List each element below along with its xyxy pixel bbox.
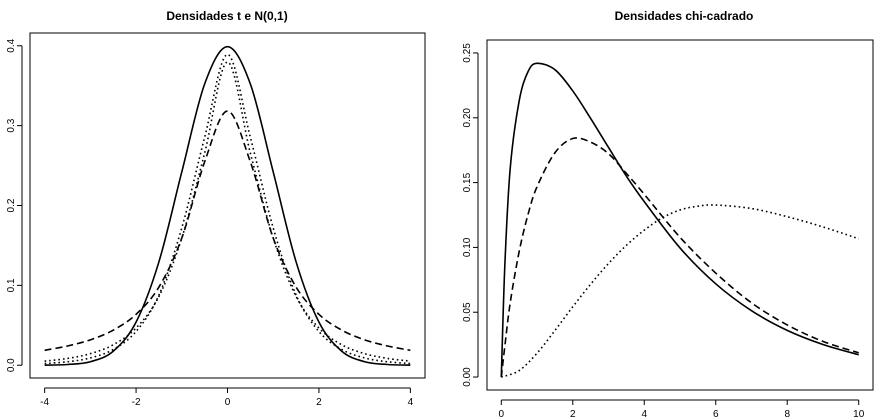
y-tick-label: 0.20 [462,108,473,128]
y-tick-label: 0.0 [6,358,17,372]
y-tick-label: 0.4 [6,38,17,52]
x-tick-label: 4 [408,397,414,408]
right-chart-panel: Densidades chi-cadrado 0 2 4 6 8 10 0.00 0.05 0.… [462,9,874,420]
x-tick-label: 6 [713,409,719,420]
x-tick-label: -4 [40,397,49,408]
plot-frame [486,39,874,391]
density-curve-dashed [44,110,411,352]
x-tick-label: 4 [641,409,647,420]
y-tick-label: 0.3 [6,118,17,132]
x-tick-label: 0 [499,409,505,420]
right-chart-title: Densidades chi-cadrado [615,9,754,23]
density-curve-dotted [44,61,411,362]
y-tick-label: 0.15 [462,172,473,192]
y-tick-label: 0.1 [6,278,17,292]
x-tick-label: 10 [853,409,865,420]
density-curve-dotted [501,204,859,378]
density-curve-dashed [500,137,859,378]
y-tick-label: 0.05 [462,302,473,322]
density-curve-solid [500,62,859,378]
y-tick-label: 0.25 [462,43,473,63]
x-tick-label: 0 [225,397,231,408]
y-tick-label: 0.2 [6,198,17,212]
density-curve-solid [44,45,411,366]
left-chart-panel: Densidades t e N(0,1) -4 -2 0 2 4 0.0 0.1 0.2 0.… [6,9,426,408]
x-tick-label: 2 [316,397,322,408]
y-tick-label: 0.00 [462,367,473,387]
x-tick-label: -2 [132,397,141,408]
left-chart-title: Densidades t e N(0,1) [166,9,287,23]
x-tick-label: 2 [570,409,576,420]
y-tick-label: 0.10 [462,237,473,257]
plot-frame [29,32,426,379]
density-curve-dotted [44,53,411,365]
x-tick-label: 8 [784,409,790,420]
